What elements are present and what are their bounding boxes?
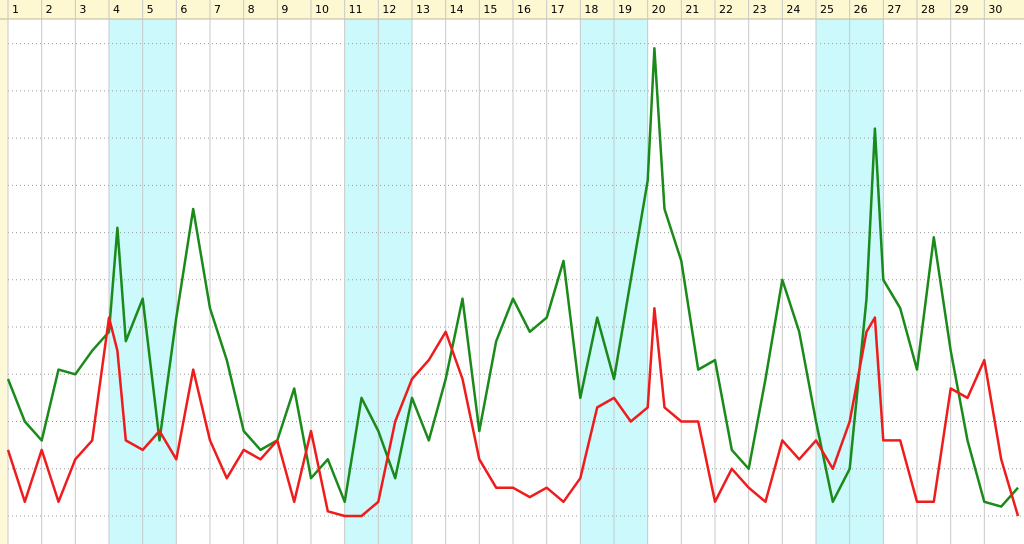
day-label: 30: [988, 3, 1002, 16]
series-line: [6, 306, 1020, 518]
day-label: 14: [450, 3, 464, 16]
day-label: 5: [147, 3, 154, 16]
day-label: 10: [315, 3, 329, 16]
day-label: 23: [753, 3, 767, 16]
day-label: 22: [719, 3, 733, 16]
day-label: 1: [12, 3, 19, 16]
day-label: 17: [551, 3, 565, 16]
day-label: 6: [180, 3, 187, 16]
day-label: 8: [248, 3, 255, 16]
day-label: 9: [281, 3, 288, 16]
weekend-shade: [344, 19, 379, 544]
day-label: 19: [618, 3, 632, 16]
day-label: 2: [46, 3, 53, 16]
day-label: 20: [652, 3, 666, 16]
weekend-shade: [378, 19, 412, 544]
day-label: 13: [416, 3, 430, 16]
day-label: 3: [79, 3, 86, 16]
day-label: 21: [685, 3, 699, 16]
day-label: 24: [786, 3, 800, 16]
day-label: 26: [854, 3, 868, 16]
day-label: 4: [113, 3, 120, 16]
day-label: 12: [382, 3, 396, 16]
day-label: 18: [584, 3, 598, 16]
day-label: 15: [483, 3, 497, 16]
left-strip: [0, 0, 8, 544]
series-line: [6, 47, 1019, 508]
day-label: 11: [349, 3, 363, 16]
weekend-shade: [816, 19, 850, 544]
weekend-shade: [580, 19, 614, 544]
day-label: 25: [820, 3, 834, 16]
weekend-shade: [109, 19, 143, 544]
day-label: 27: [887, 3, 901, 16]
header-strip: [0, 0, 1024, 19]
weekend-shade: [142, 19, 177, 544]
day-label: 16: [517, 3, 531, 16]
day-label: 28: [921, 3, 935, 16]
day-label: 29: [955, 3, 969, 16]
day-label: 7: [214, 3, 221, 16]
